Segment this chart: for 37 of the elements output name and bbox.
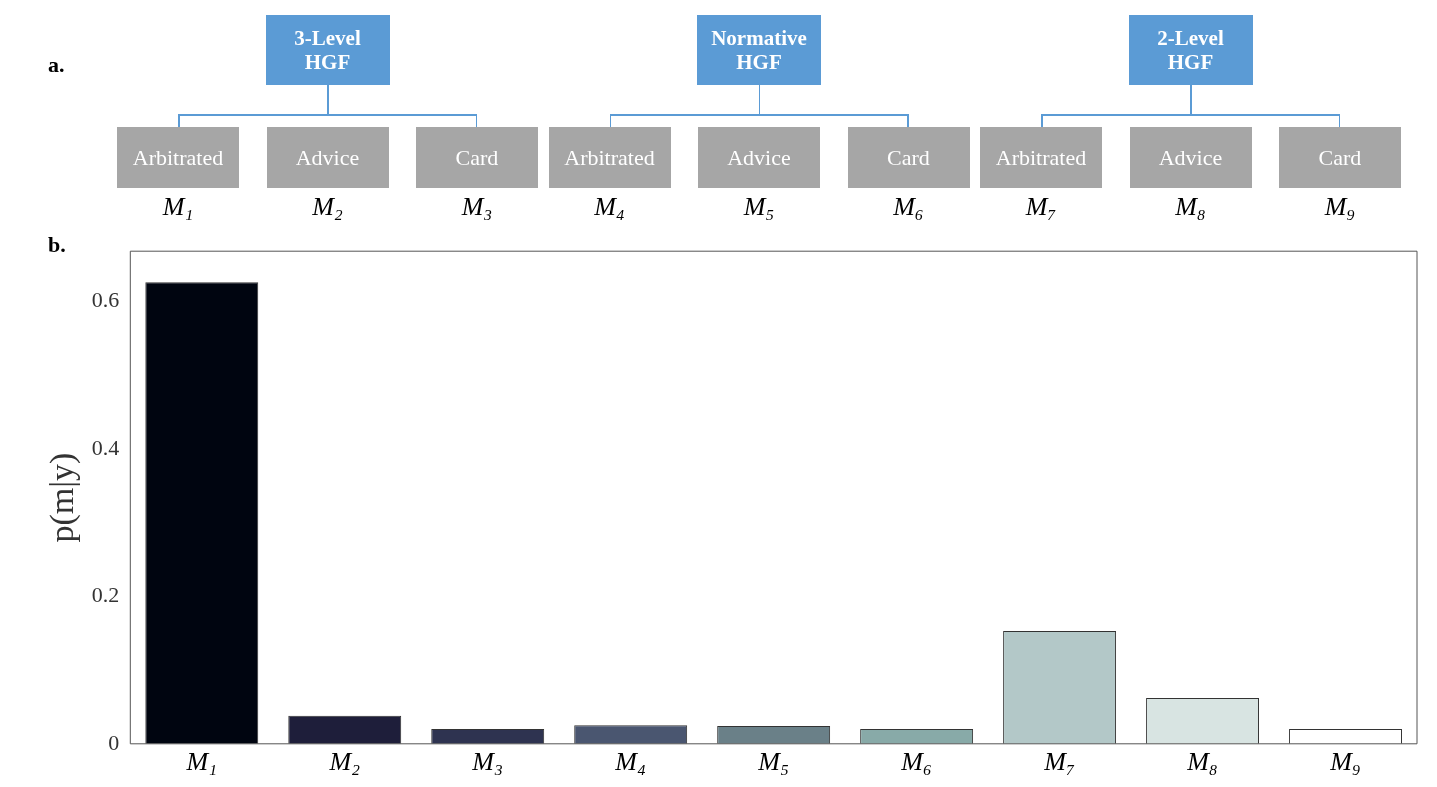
text: 3-Level HGF [265, 15, 390, 85]
text: b. [48, 232, 66, 258]
text: Normative HGF [697, 15, 821, 85]
text: M₂ [311, 192, 344, 222]
x-tick-label: M₉ [1329, 747, 1361, 777]
text: Card [1279, 127, 1401, 188]
y-tick-label: 0 [108, 729, 120, 755]
x-tick-label: M₈ [1186, 747, 1218, 777]
x-tick-label: M₇ [1043, 747, 1075, 777]
text: Advice [698, 127, 820, 188]
text: M₃ [460, 192, 494, 222]
x-tick-label: M₂ [328, 747, 361, 777]
text: M₅ [742, 192, 776, 222]
y-axis-title: p(m|y) [43, 452, 82, 543]
text: M₉ [1323, 192, 1357, 222]
text: a. [48, 52, 65, 78]
x-tick-label: M₁ [185, 747, 218, 777]
text: Card [416, 127, 538, 188]
text: Arbitrated [980, 127, 1102, 188]
text: M₄ [593, 192, 626, 222]
x-tick-label: M₅ [757, 747, 789, 777]
text: M₁ [161, 192, 195, 222]
y-tick-label: 0.6 [91, 287, 120, 313]
y-tick-label: 0.4 [91, 434, 120, 460]
y-tick-label: 0.2 [91, 582, 120, 608]
text: M₇ [1024, 192, 1058, 222]
x-tick-label: M₃ [471, 747, 504, 777]
text: Advice [266, 127, 389, 188]
text: Advice [1129, 127, 1252, 188]
text: Arbitrated [117, 127, 239, 188]
text: Arbitrated [548, 127, 671, 188]
x-tick-label: M₄ [614, 747, 647, 777]
text: M₈ [1174, 192, 1207, 222]
text: M₆ [892, 192, 925, 222]
text: Card [847, 127, 970, 188]
text: 2-Level HGF [1128, 15, 1253, 85]
x-tick-label: M₆ [900, 747, 932, 777]
